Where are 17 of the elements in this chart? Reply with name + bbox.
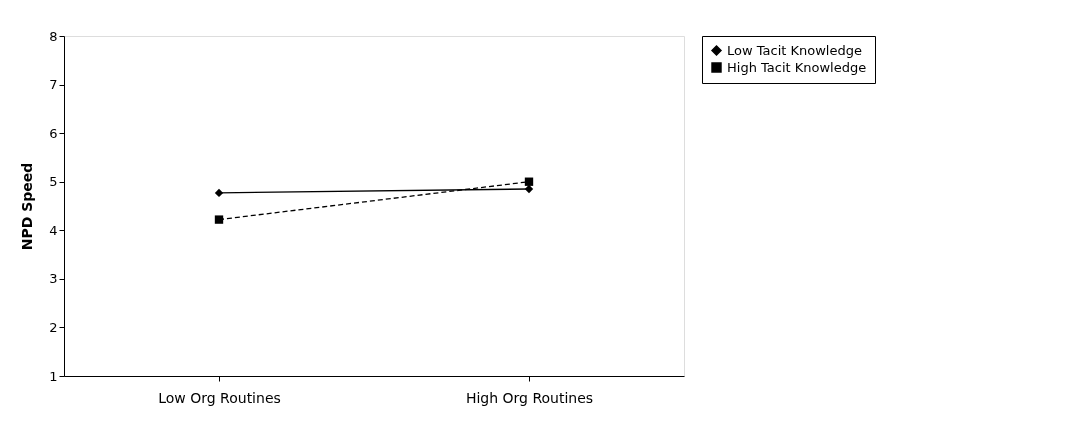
x-tick-label: Low Org Routines	[158, 389, 281, 406]
y-tick-label: 8	[49, 28, 58, 44]
y-axis-title: NPD Speed	[19, 162, 36, 251]
point	[214, 188, 224, 198]
y-tick-label: 6	[49, 125, 58, 141]
y-tick-label: 3	[49, 271, 58, 287]
y-tick-label: 7	[49, 77, 58, 93]
point	[524, 184, 534, 194]
point	[524, 177, 534, 186]
point	[214, 215, 224, 224]
x-tick-label: High Org Routines	[465, 389, 594, 406]
y-tick-label: 5	[49, 174, 58, 190]
y-tick-label: 2	[49, 319, 58, 335]
y-tick-label: 4	[49, 222, 58, 238]
y-tick-label: 1	[49, 368, 58, 384]
legend-label: Low Tacit Knowledge	[727, 42, 862, 58]
legend-label: High Tacit Knowledge	[727, 59, 867, 75]
